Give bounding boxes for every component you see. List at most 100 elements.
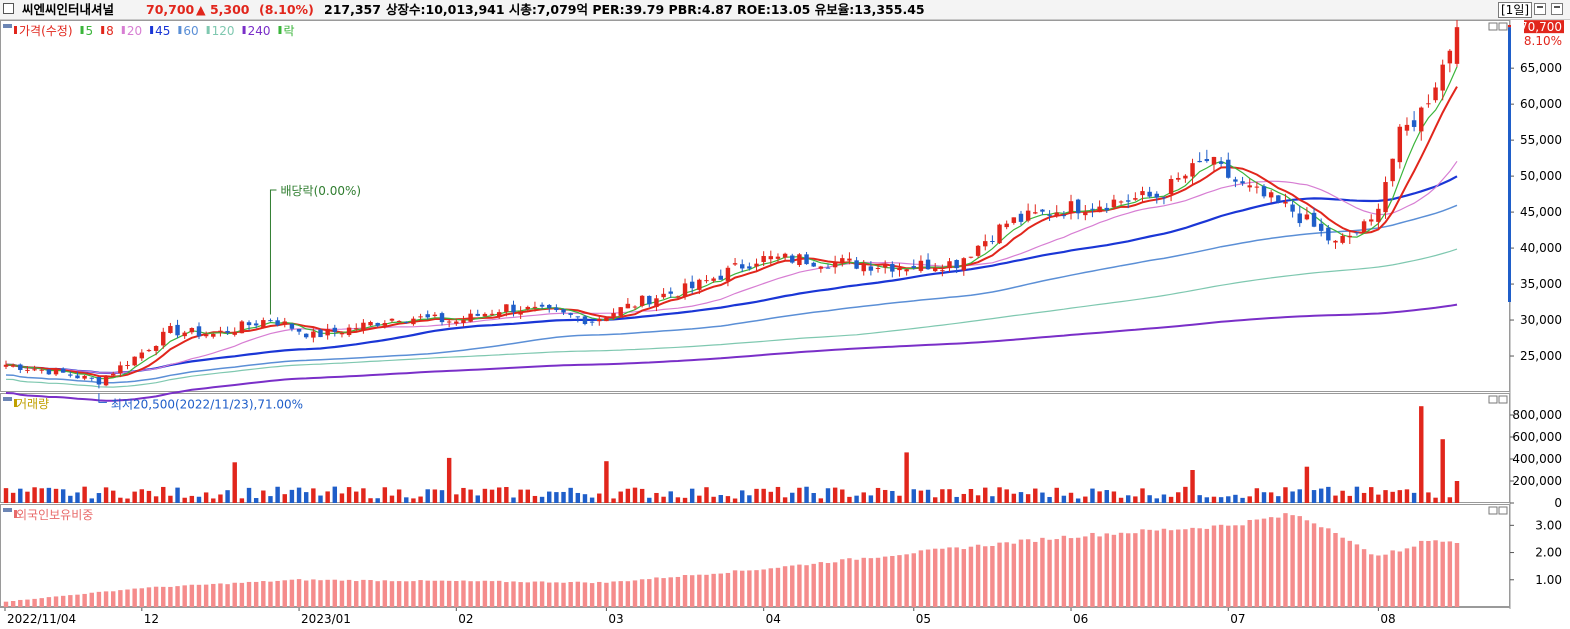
maximize-icon[interactable] [1534, 3, 1546, 15]
candle-body [661, 293, 666, 298]
candle-body [139, 352, 145, 359]
volume-bar [118, 497, 123, 503]
foreign-ratio-bar [1025, 539, 1031, 607]
candle-body [632, 306, 638, 308]
candle-body [1276, 195, 1281, 202]
candle-body [940, 270, 945, 272]
candle-body [239, 321, 245, 334]
volume-bar [253, 498, 259, 503]
title-bar: 씨엔씨인터내셔널 70,700 ▲ 5,300 (8.10%) 217,357 … [0, 0, 1570, 20]
candle-body [1440, 64, 1445, 91]
foreign-pane-max-icon[interactable] [1498, 506, 1508, 515]
volume-bar [32, 487, 37, 503]
candle-body [1104, 207, 1109, 211]
volume-tick-label: 800,000 [1512, 408, 1562, 422]
foreign-ratio-bar [654, 577, 659, 607]
volume-bar [1433, 497, 1438, 503]
volume-bar [132, 491, 137, 503]
candle-body [489, 313, 495, 315]
foreign-ratio-bar [597, 581, 602, 607]
foreign-ratio-bar [818, 562, 824, 607]
foreign-ratio-bar [1183, 529, 1188, 607]
period-button[interactable]: [1일] [1498, 2, 1533, 18]
candle-body [504, 304, 509, 312]
candle-body [389, 318, 395, 321]
foreign-ratio-bar [75, 594, 80, 607]
volume-bar [747, 495, 752, 503]
price-pane-max-icon[interactable] [1498, 22, 1508, 31]
volume-pane-max-icon[interactable] [1498, 395, 1508, 404]
foreign-ratio-bar [725, 572, 731, 607]
volume-bar [82, 486, 87, 503]
volume-bar [1233, 494, 1238, 503]
candle-body [1268, 192, 1274, 198]
volume-bar [1304, 466, 1310, 503]
volume-bar [768, 491, 774, 503]
volume-bar [1326, 486, 1331, 503]
volume-bar [482, 488, 488, 503]
foreign-ratio-bar [1261, 518, 1267, 607]
volume-bar [711, 496, 716, 503]
foreign-ratio-bar [568, 582, 573, 607]
price-pane-min-icon[interactable] [1488, 22, 1498, 31]
candle-body [261, 320, 266, 328]
foreign-ratio-bar [1168, 530, 1174, 607]
foreign-ratio-bar [1097, 536, 1102, 607]
foreign-ratio-bar [847, 558, 852, 607]
candle-body [554, 307, 559, 311]
volume-bar [1440, 439, 1445, 503]
candle-body [740, 264, 745, 269]
foreign-pane-handle-icon[interactable] [3, 508, 12, 512]
volume-bar [1411, 492, 1417, 503]
candle-body [1111, 199, 1117, 208]
volume-bar [1397, 490, 1403, 503]
candle-body [475, 313, 480, 316]
ma-20-line [5, 160, 1458, 374]
price-range-bar [1508, 27, 1511, 303]
close-icon[interactable] [1551, 3, 1563, 15]
volume-pane-min-icon[interactable] [1488, 395, 1498, 404]
candle-body [1061, 215, 1067, 217]
volume-bar [1104, 490, 1109, 503]
foreign-ratio-bar [1018, 539, 1024, 607]
candle-body [761, 256, 766, 262]
volume-bar [818, 498, 824, 503]
volume-bar [589, 497, 595, 503]
volume-bar [1268, 492, 1274, 503]
dividend-arrow-icon [269, 189, 277, 315]
foreign-ratio-bar [1369, 554, 1374, 607]
volume-bar [697, 495, 702, 503]
candle-body [790, 255, 795, 263]
volume-bar [575, 492, 581, 503]
ma-240-line [5, 303, 1458, 402]
foreign-ratio-bar [468, 581, 473, 607]
price-pane-handle-icon[interactable] [3, 24, 12, 28]
foreign-ratio-bar [1347, 540, 1352, 607]
volume-bar [547, 491, 552, 503]
foreign-ratio-bar [68, 595, 73, 607]
legend-item: 락 [283, 24, 294, 38]
foreign-ratio-bar [346, 579, 352, 607]
candle-body [1361, 221, 1367, 233]
select-checkbox[interactable] [3, 3, 14, 14]
foreign-ratio-bar [539, 581, 545, 607]
foreign-ratio-bar [1040, 537, 1045, 607]
candle-body [75, 375, 80, 379]
volume-bar [568, 487, 573, 503]
volume-pane-handle-icon[interactable] [3, 397, 12, 401]
volume-bar [932, 497, 938, 503]
candle-body [132, 356, 137, 366]
foreign-ratio-bar [1233, 525, 1238, 607]
foreign-ratio-bar [146, 587, 152, 607]
volume-bar [804, 486, 809, 503]
foreign-ratio-bar [983, 546, 988, 607]
foreign-pane-min-icon[interactable] [1488, 506, 1498, 515]
volume-bar [1047, 496, 1052, 503]
foreign-ratio-bar [253, 581, 259, 607]
volume-bar [1133, 496, 1138, 503]
volume-bar [868, 495, 874, 503]
candle-body [875, 267, 881, 269]
candle-body [153, 345, 159, 351]
volume-tick-label: 600,000 [1512, 430, 1562, 444]
candle-body [625, 303, 631, 309]
